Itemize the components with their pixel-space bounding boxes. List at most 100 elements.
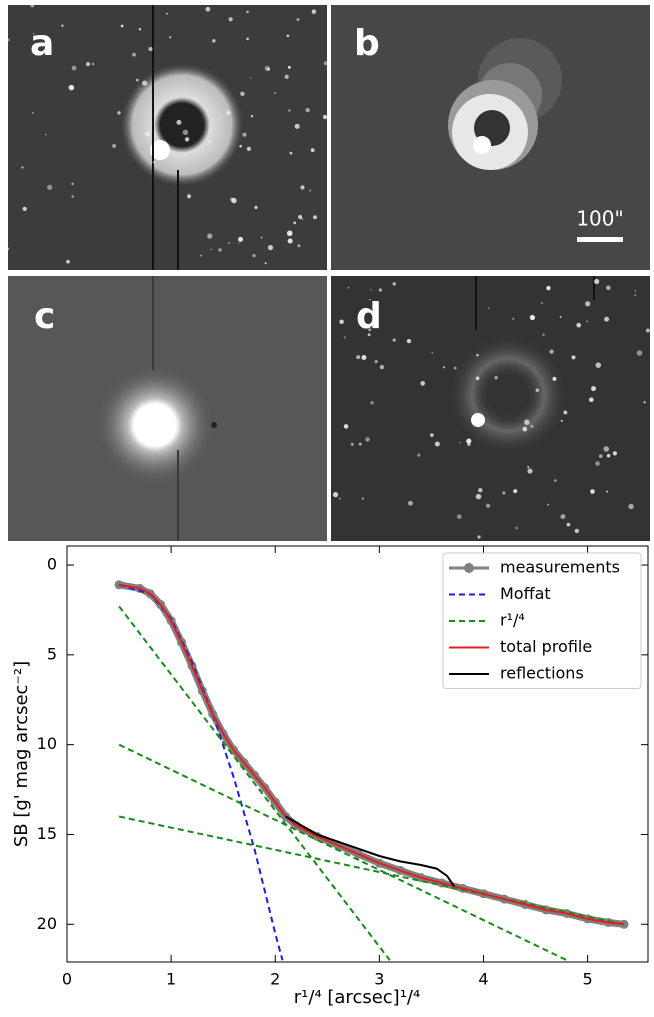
- star: [284, 74, 289, 79]
- star: [293, 221, 297, 225]
- star: [176, 119, 182, 125]
- model-ring: [473, 136, 491, 154]
- star: [71, 65, 77, 71]
- star: [252, 253, 256, 258]
- star: [86, 62, 91, 67]
- star: [512, 317, 515, 320]
- star: [120, 24, 124, 28]
- x-tick-label: 4: [478, 970, 488, 989]
- star: [563, 410, 568, 415]
- star: [477, 535, 481, 539]
- star: [343, 424, 349, 429]
- star: [254, 205, 258, 210]
- y-tick-label: 5: [47, 644, 57, 663]
- star: [228, 17, 233, 22]
- star: [207, 233, 213, 239]
- star: [406, 338, 412, 344]
- star: [246, 10, 249, 14]
- star: [323, 61, 327, 66]
- star: [522, 426, 528, 432]
- star: [434, 441, 440, 447]
- star: [476, 354, 479, 357]
- star: [466, 438, 472, 444]
- legend-label: measurements: [500, 558, 620, 577]
- star: [339, 497, 341, 500]
- star: [238, 236, 244, 242]
- star: [322, 114, 327, 120]
- star: [560, 514, 566, 520]
- panel-label: b: [354, 23, 380, 64]
- star: [260, 236, 263, 239]
- star: [378, 288, 383, 292]
- star: [212, 39, 216, 43]
- star: [305, 107, 310, 113]
- star: [606, 490, 609, 493]
- star: [139, 87, 141, 89]
- x-tick-label: 0: [62, 970, 72, 989]
- star: [169, 36, 172, 39]
- star: [22, 206, 27, 212]
- panel-label: c: [34, 296, 55, 337]
- star: [590, 489, 595, 494]
- star: [549, 349, 554, 354]
- series-line: [285, 815, 456, 888]
- star: [560, 419, 563, 422]
- star: [571, 355, 576, 360]
- star: [494, 376, 498, 380]
- star: [420, 381, 426, 386]
- star: [286, 34, 290, 37]
- data-point: [114, 580, 124, 590]
- star: [392, 338, 396, 342]
- star: [643, 401, 646, 404]
- star: [246, 146, 251, 151]
- legend-marker: [464, 563, 474, 573]
- star: [598, 454, 603, 458]
- star: [205, 6, 211, 12]
- star: [502, 491, 506, 495]
- star: [367, 333, 371, 337]
- legend-box: [442, 552, 642, 689]
- x-tick-label: 2: [270, 970, 280, 989]
- series-line: [118, 605, 391, 961]
- y-tick-label: 10: [37, 734, 57, 753]
- star: [459, 441, 461, 444]
- star: [612, 451, 617, 456]
- star: [239, 144, 242, 148]
- star: [530, 424, 534, 428]
- star: [267, 244, 274, 251]
- star: [604, 316, 610, 322]
- star: [132, 52, 136, 57]
- panel-image: [8, 5, 327, 270]
- star: [430, 433, 434, 437]
- star: [298, 215, 303, 220]
- star: [294, 123, 300, 129]
- star: [350, 442, 354, 446]
- star: [225, 110, 231, 116]
- star: [546, 285, 551, 291]
- bright-star: [150, 140, 170, 160]
- star: [645, 328, 650, 333]
- star: [210, 248, 212, 251]
- star: [485, 503, 491, 508]
- star: [309, 189, 312, 192]
- star: [311, 9, 317, 14]
- star: [301, 218, 304, 220]
- star: [312, 215, 318, 220]
- star: [297, 244, 301, 248]
- star: [527, 468, 533, 474]
- star: [442, 366, 446, 369]
- star: [193, 96, 197, 100]
- star: [199, 254, 203, 257]
- star: [287, 65, 291, 69]
- series-line: [118, 583, 625, 926]
- star: [264, 65, 270, 72]
- star: [361, 355, 367, 361]
- star: [529, 314, 536, 321]
- star: [356, 355, 361, 360]
- star: [152, 161, 155, 164]
- model-glow: [95, 365, 215, 485]
- star: [606, 454, 611, 458]
- star: [138, 28, 142, 31]
- star: [91, 62, 95, 66]
- star: [300, 185, 305, 190]
